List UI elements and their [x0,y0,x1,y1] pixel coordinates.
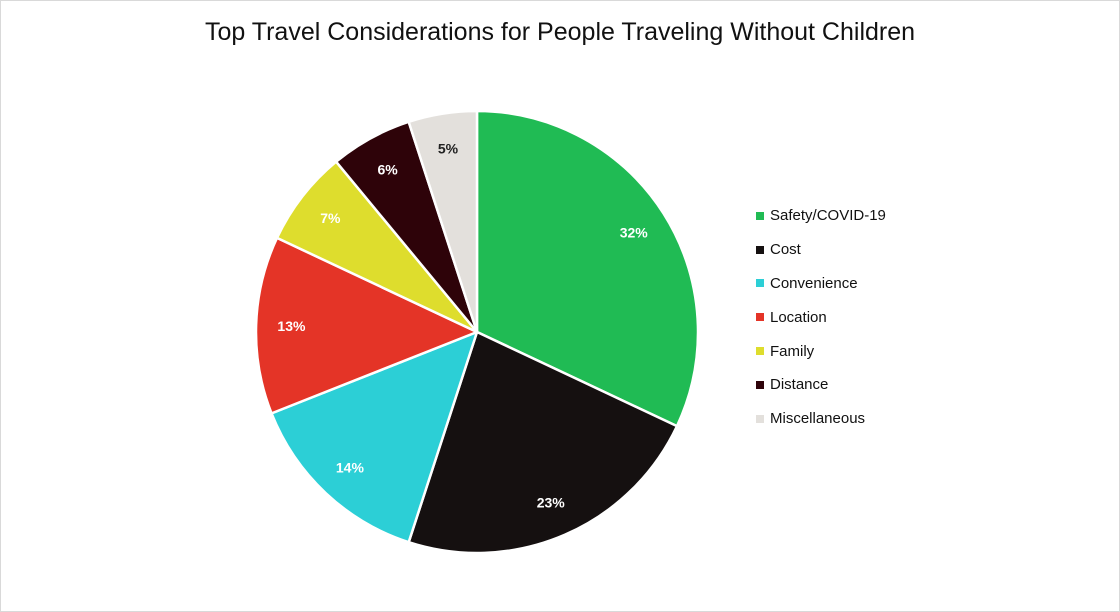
legend-label: Miscellaneous [770,410,866,428]
legend-swatch [756,313,764,322]
slice-label: 14% [336,459,365,475]
legend-item: Location [756,300,886,334]
legend-label: Convenience [770,274,858,292]
legend-item: Distance [756,368,886,402]
pie-slice-miscellaneous [407,109,479,334]
pie-slice-convenience [270,330,479,544]
slice-label: 23% [537,494,566,510]
chart-title: Top Travel Considerations for People Tra… [204,18,916,46]
legend-item: Family [756,334,886,368]
pie-slices [254,109,700,555]
legend-label: Cost [770,241,801,259]
legend-swatch [756,245,764,254]
legend-label: Location [770,308,827,326]
slice-label: 5% [438,141,459,157]
pie-slice-location [254,236,479,415]
legend-label: Family [770,342,815,360]
pie-labels: 32% 23% 14% 13% 7% 6% 5% [277,141,648,511]
legend-item: Convenience [756,267,886,301]
legend-swatch [756,347,764,356]
legend-swatch [756,211,764,220]
slice-label: 6% [377,161,398,177]
slice-label: 13% [277,318,306,334]
slice-label: 32% [620,225,649,241]
pie-slice-cost [407,330,679,555]
legend-label: Distance [770,376,829,394]
legend-item: Miscellaneous [756,402,886,436]
legend-swatch [756,414,764,423]
legend-swatch [756,279,764,288]
legend-swatch [756,380,764,389]
slice-label: 7% [320,210,341,226]
legend-item: Cost [756,233,886,267]
legend-item: Safety/COVID-19 [756,199,886,233]
legend-label: Safety/COVID-19 [770,207,886,225]
legend: Safety/COVID-19 Cost Convenience Location Fa… [756,199,886,436]
pie-slice-safety-covid-19 [475,109,700,428]
